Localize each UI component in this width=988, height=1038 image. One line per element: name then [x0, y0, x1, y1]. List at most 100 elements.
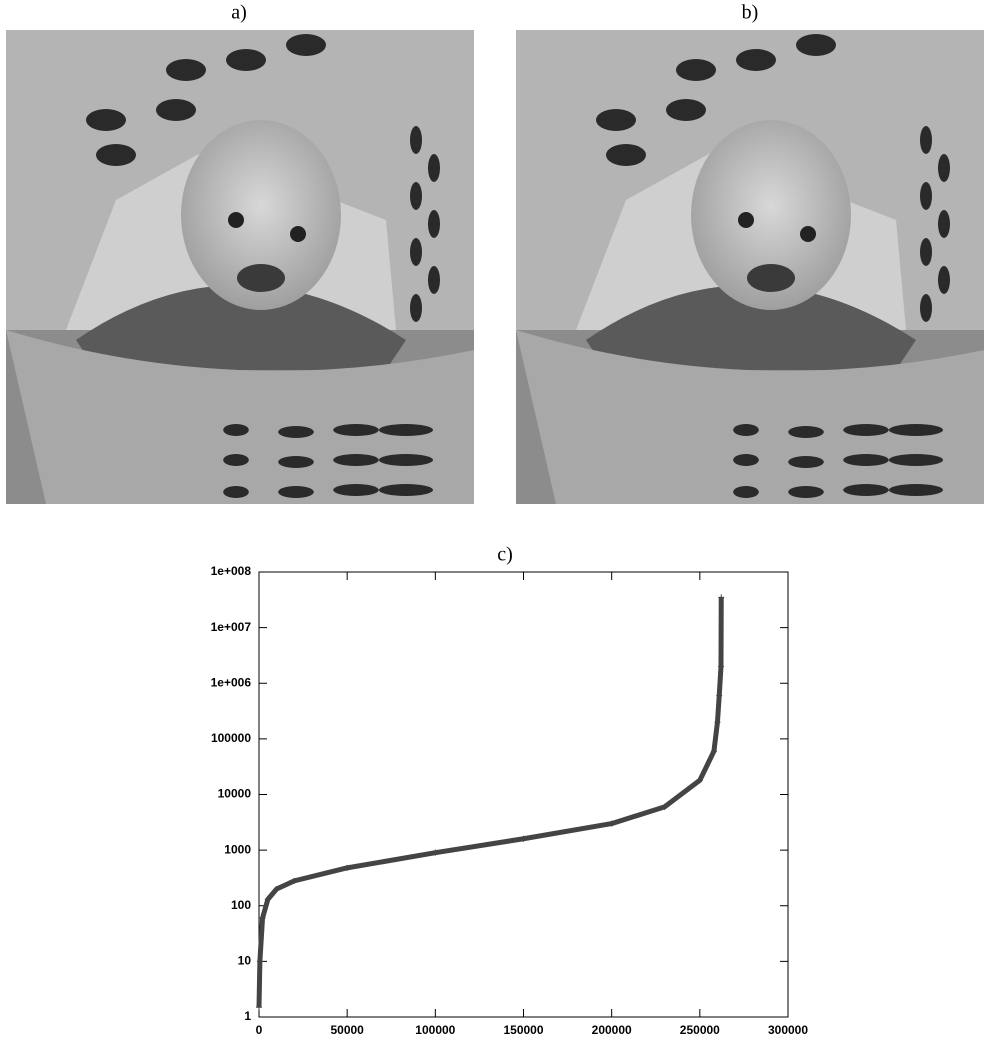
- y-tick-label: 1000: [224, 842, 251, 856]
- point: [718, 594, 725, 601]
- hole: [736, 49, 776, 71]
- hole: [333, 484, 379, 496]
- hole: [410, 238, 422, 266]
- hole: [596, 109, 636, 131]
- point: [696, 777, 703, 784]
- eye: [738, 212, 754, 228]
- hole: [156, 99, 196, 121]
- hole: [843, 454, 889, 466]
- hole: [410, 182, 422, 210]
- point: [432, 849, 439, 856]
- hole: [733, 454, 759, 466]
- x-tick-label: 200000: [592, 1023, 632, 1037]
- eye: [800, 226, 816, 242]
- mouth: [237, 264, 285, 292]
- hole: [733, 424, 759, 436]
- hole: [410, 126, 422, 154]
- mouth: [747, 264, 795, 292]
- point: [716, 692, 723, 699]
- shirt: [586, 285, 916, 370]
- point: [273, 886, 280, 893]
- hole: [379, 454, 433, 466]
- hole: [788, 456, 824, 468]
- point: [661, 803, 668, 810]
- hole: [938, 210, 950, 238]
- hole: [223, 424, 249, 436]
- hole: [788, 426, 824, 438]
- point: [344, 864, 351, 871]
- hole: [938, 266, 950, 294]
- eye: [290, 226, 306, 242]
- hole: [379, 484, 433, 496]
- hole: [286, 34, 326, 56]
- x-tick-label: 0: [256, 1023, 263, 1037]
- hole: [676, 59, 716, 81]
- photo: [6, 30, 474, 504]
- y-tick-label: 10000: [218, 787, 252, 801]
- point: [520, 835, 527, 842]
- y-tick-label: 100: [231, 898, 251, 912]
- hole: [278, 426, 314, 438]
- x-tick-label: 300000: [768, 1023, 808, 1037]
- hole: [333, 424, 379, 436]
- y-tick-label: 10: [238, 954, 252, 968]
- hole: [166, 59, 206, 81]
- point: [256, 958, 263, 965]
- hole: [278, 486, 314, 498]
- hole: [223, 454, 249, 466]
- point: [259, 915, 266, 922]
- point: [291, 877, 298, 884]
- point: [256, 1004, 262, 1011]
- point: [710, 748, 717, 755]
- hole: [333, 454, 379, 466]
- hole: [889, 454, 943, 466]
- image-label: a): [231, 2, 247, 24]
- hole: [86, 109, 126, 131]
- x-tick-label: 150000: [503, 1023, 543, 1037]
- plot-frame: [258, 571, 789, 1018]
- shirt: [76, 285, 406, 370]
- x-tick-label: 50000: [330, 1023, 364, 1037]
- hole: [796, 34, 836, 56]
- hole: [920, 294, 932, 322]
- hole: [843, 484, 889, 496]
- y-tick-label: 100000: [211, 731, 251, 745]
- point: [608, 820, 615, 827]
- hole: [733, 486, 759, 498]
- hole: [889, 484, 943, 496]
- hole: [606, 144, 646, 166]
- hole: [223, 486, 249, 498]
- y-tick-label: 1e+006: [211, 675, 252, 689]
- hole: [666, 99, 706, 121]
- point: [264, 896, 271, 903]
- hole: [843, 424, 889, 436]
- hole: [278, 456, 314, 468]
- point: [717, 663, 724, 670]
- hole: [920, 126, 932, 154]
- hole: [920, 182, 932, 210]
- hole: [920, 238, 932, 266]
- y-tick-label: 1: [244, 1009, 251, 1023]
- hole: [96, 144, 136, 166]
- y-tick-label: 1e+007: [211, 620, 252, 634]
- x-tick-label: 250000: [680, 1023, 720, 1037]
- point: [714, 719, 721, 726]
- chart-title: c): [497, 544, 513, 566]
- hole: [889, 424, 943, 436]
- image-label: b): [742, 2, 759, 24]
- hole: [428, 266, 440, 294]
- hole: [428, 210, 440, 238]
- hole: [788, 486, 824, 498]
- hole: [379, 424, 433, 436]
- hole: [410, 294, 422, 322]
- x-tick-label: 100000: [415, 1023, 455, 1037]
- data-line: [256, 597, 724, 1008]
- face: [691, 120, 851, 310]
- eye: [228, 212, 244, 228]
- hole: [428, 154, 440, 182]
- hole: [226, 49, 266, 71]
- hole: [938, 154, 950, 182]
- y-tick-label: 1e+008: [211, 564, 252, 578]
- photo: [516, 30, 984, 504]
